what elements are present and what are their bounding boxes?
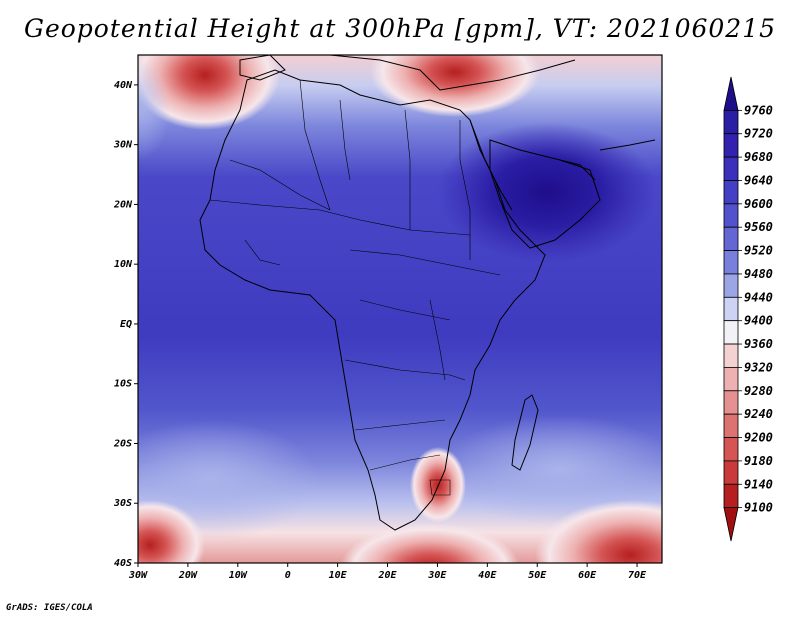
colorbar-swatch [723, 156, 739, 181]
colorbar-swatch [723, 343, 739, 368]
colorbar-level-label: 9140 [744, 477, 773, 491]
colorbar-level-label: 9440 [744, 290, 773, 304]
colorbar-swatch [723, 180, 739, 205]
lat-tick-label: 40S [114, 558, 132, 569]
country-borders [209, 79, 501, 496]
colorbar-level-label: 9560 [744, 220, 773, 234]
lat-tick-label: 20N [113, 199, 133, 210]
colorbar-swatch [723, 226, 739, 251]
colorbar-level-label: 9480 [744, 267, 773, 281]
lon-tick-label: 60E [578, 570, 597, 581]
colorbar-swatch [723, 507, 739, 542]
colorbar-swatch [723, 367, 739, 392]
lat-tick-label: 30S [113, 498, 132, 509]
colorbar-swatch [723, 320, 739, 345]
colorbar-level-label: 9400 [744, 314, 773, 328]
lon-tick-label: 10W [229, 570, 248, 581]
lon-tick-label: 20W [178, 570, 198, 581]
coastlines [199, 55, 656, 531]
colorbar-swatch [723, 413, 739, 438]
axis-ticks: 30W 20W 10W 0 10E 20E 30E 40E 50E 60E 70E 40N 30N 20N… [113, 80, 647, 581]
persian-gulf [559, 159, 596, 181]
colorbar-swatch [723, 296, 739, 322]
colorbar: 9760 9720 9680 9640 9600 9560 9520 9480 9440 9400… [723, 76, 773, 542]
colorbar-swatch [723, 109, 739, 135]
lat-tick-label: 10N [114, 259, 133, 270]
map-frame [137, 54, 663, 564]
colorbar-level-label: 9280 [744, 384, 773, 398]
iberia [239, 55, 286, 81]
colorbar-level-label: 9720 [744, 127, 773, 141]
colorbar-level-label: 9240 [744, 407, 773, 421]
colorbar-level-label: 9520 [744, 244, 773, 258]
lon-tick-label: 50E [528, 570, 547, 581]
colorbar-swatch [723, 460, 739, 485]
lon-tick-label: 40E [478, 570, 497, 581]
colorbar-swatch [723, 133, 739, 158]
colorbar-level-label: 9680 [744, 150, 773, 164]
colorbar-swatch [723, 203, 739, 228]
lon-tick-label: 0 [285, 570, 291, 581]
footer-credit: GrADS: IGES/COLA [6, 603, 93, 613]
lat-tick-label: 10S [114, 379, 132, 390]
europe-balkans [329, 55, 576, 91]
colorbar-level-label: 9320 [744, 360, 773, 374]
red-sea [469, 119, 513, 211]
lon-tick-label: 70E [628, 570, 647, 581]
colorbar-level-label: 9200 [744, 431, 773, 445]
colorbar-swatch [723, 250, 739, 275]
colorbar-swatch [723, 483, 739, 509]
lon-tick-label: 30W [128, 570, 148, 581]
lat-tick-label: 30N [113, 140, 133, 151]
lon-tick-label: 10E [329, 570, 348, 581]
lon-tick-label: 20E [377, 570, 397, 581]
colorbar-swatch [723, 273, 739, 298]
lat-tick-label: 20S [113, 438, 132, 449]
colorbar-swatch [723, 76, 739, 111]
colorbar-level-label: 9600 [744, 197, 773, 211]
colorbar-swatch [723, 437, 739, 462]
colorbar-level-label: 9100 [744, 501, 773, 515]
arabian-sea-coast [599, 139, 656, 151]
madagascar [511, 394, 539, 471]
lat-tick-label: EQ [120, 319, 132, 330]
lon-tick-label: 30E [427, 570, 447, 581]
chart-title: Geopotential Height at 300hPa [gpm], VT:… [23, 14, 777, 43]
field-shading [138, 55, 662, 563]
lat-tick-label: 40N [114, 80, 133, 91]
colorbar-level-label: 9180 [744, 454, 773, 468]
colorbar-level-label: 9760 [744, 103, 773, 117]
colorbar-level-label: 9360 [744, 337, 773, 351]
africa-coastline [199, 69, 546, 531]
colorbar-level-label: 9640 [744, 173, 773, 187]
colorbar-swatch [723, 390, 739, 415]
arabian-peninsula [489, 139, 601, 249]
